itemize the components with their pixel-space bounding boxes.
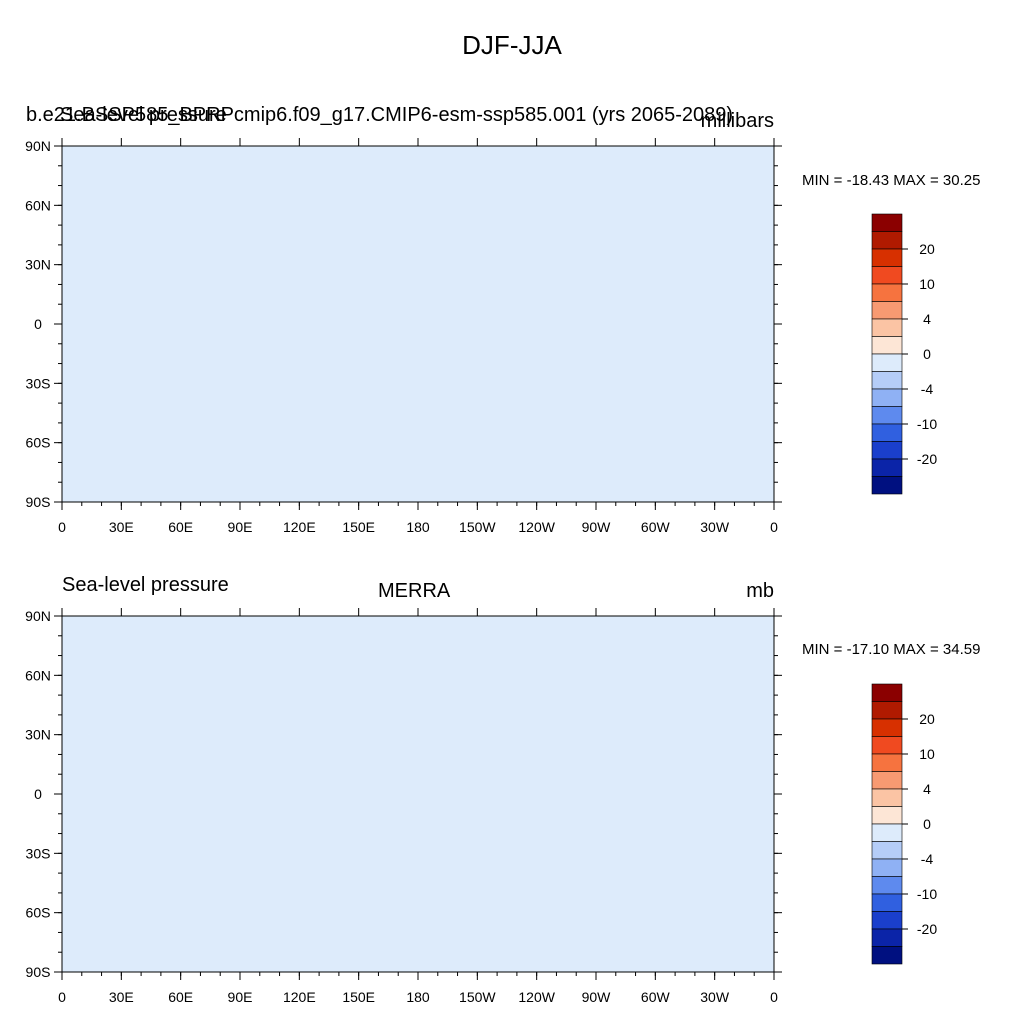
lon-tick-label: 0 [58,989,66,1005]
colorbar-segment [871,876,903,895]
lat-tick-label: 90N [25,138,51,154]
colorbar-segment [871,231,903,250]
lon-tick-label: 120E [283,519,316,535]
colorbar-segment [871,893,903,912]
lon-tick-label: 30E [109,519,134,535]
colorbar-segment [871,683,903,702]
lon-tick-label: 30W [700,989,730,1005]
lon-tick-label: 150E [342,519,375,535]
lat-tick-label: 90S [26,964,51,980]
colorbar-tick-label: 20 [919,711,935,727]
colorbar-tick-label: -4 [921,381,934,397]
map-background [62,146,774,502]
lat-tick-label: 90N [25,608,51,624]
colorbar-segment [871,736,903,755]
lat-tick-label: 30N [25,257,51,273]
colorbar-segment [871,753,903,772]
colorbar-tick-label: -10 [917,886,937,902]
colorbar-segment [871,318,903,337]
panel1-left-label: b.e21.BSSP585_BPRPcmip6.f09_g17.CMIP6-es… [26,104,734,126]
colorbar-segment [871,458,903,477]
lon-tick-label: 180 [406,989,430,1005]
colorbar-tick-label: -20 [917,921,937,937]
panel1-min-max: MIN = -18.43 MAX = 30.25 [802,172,981,189]
colorbar-segment [871,371,903,390]
colorbar-tick-label: 10 [919,276,935,292]
panel1-overlap-label: Sea-level pressure [60,104,227,126]
colorbar-tick-label: 10 [919,746,935,762]
colorbar-segment [871,823,903,842]
colorbar-segment [871,476,903,495]
panel1-units-label: millibars [700,110,774,132]
colorbar-segment [871,248,903,267]
lon-tick-label: 90W [582,519,612,535]
panel2-left-label: Sea-level pressure [62,574,229,596]
lon-tick-label: 150W [459,519,496,535]
colorbar-segment [871,266,903,285]
lon-tick-label: 0 [58,519,66,535]
colorbar-segment [871,928,903,947]
colorbar-tick-label: -10 [917,416,937,432]
lon-tick-label: 120W [518,519,555,535]
lon-tick-label: 60E [168,519,193,535]
lon-tick-label: 120W [518,989,555,1005]
colorbar-tick-label: 4 [923,781,931,797]
lat-tick-label: 90S [26,494,51,510]
lon-tick-label: 30W [700,519,730,535]
lon-tick-label: 150W [459,989,496,1005]
colorbar-tick-label: -4 [921,851,934,867]
figure-title: DJF-JJA [462,30,562,60]
lon-tick-label: 90W [582,989,612,1005]
lat-tick-label: 0 [34,316,42,332]
colorbar-segment [871,806,903,825]
lon-tick-label: 30E [109,989,134,1005]
lat-tick-label: 60S [26,435,51,451]
lat-tick-label: 30N [25,727,51,743]
colorbar-segment [871,283,903,302]
colorbar-segment [871,946,903,965]
lon-tick-label: 60W [641,989,671,1005]
colorbar-segment [871,213,903,232]
colorbar-segment [871,336,903,355]
colorbar-segment [871,388,903,407]
map-background [62,616,774,972]
lon-tick-label: 180 [406,519,430,535]
colorbar-segment [871,423,903,442]
lat-tick-label: 0 [34,786,42,802]
colorbar-segment [871,353,903,372]
lon-tick-label: 0 [770,989,778,1005]
colorbar-tick-label: 4 [923,311,931,327]
colorbar-segment [871,701,903,720]
colorbar-segment [871,788,903,807]
colorbar-tick-label: 0 [923,346,931,362]
lon-tick-label: 60W [641,519,671,535]
lon-tick-label: 60E [168,989,193,1005]
panel2-min-max: MIN = -17.10 MAX = 34.59 [802,641,981,658]
lon-tick-label: 90E [228,519,253,535]
colorbar-tick-label: 0 [923,816,931,832]
lat-tick-label: 30S [26,845,51,861]
colorbar-segment [871,911,903,930]
colorbar-tick-label: 20 [919,241,935,257]
colorbar-segment [871,858,903,877]
colorbar-segment [871,441,903,460]
colorbar-segment [871,406,903,425]
lat-tick-label: 60N [25,667,51,683]
colorbar-tick-label: -20 [917,451,937,467]
lat-tick-label: 60S [26,905,51,921]
lon-tick-label: 150E [342,989,375,1005]
colorbar-segment [871,718,903,737]
lon-tick-label: 120E [283,989,316,1005]
colorbar-segment [871,771,903,790]
colorbar-segment [871,301,903,320]
lon-tick-label: 90E [228,989,253,1005]
lon-tick-label: 0 [770,519,778,535]
panel2-center-label: MERRA [378,580,451,602]
colorbar-segment [871,841,903,860]
panel2-units-label: mb [746,580,774,602]
lat-tick-label: 60N [25,197,51,213]
lat-tick-label: 30S [26,375,51,391]
